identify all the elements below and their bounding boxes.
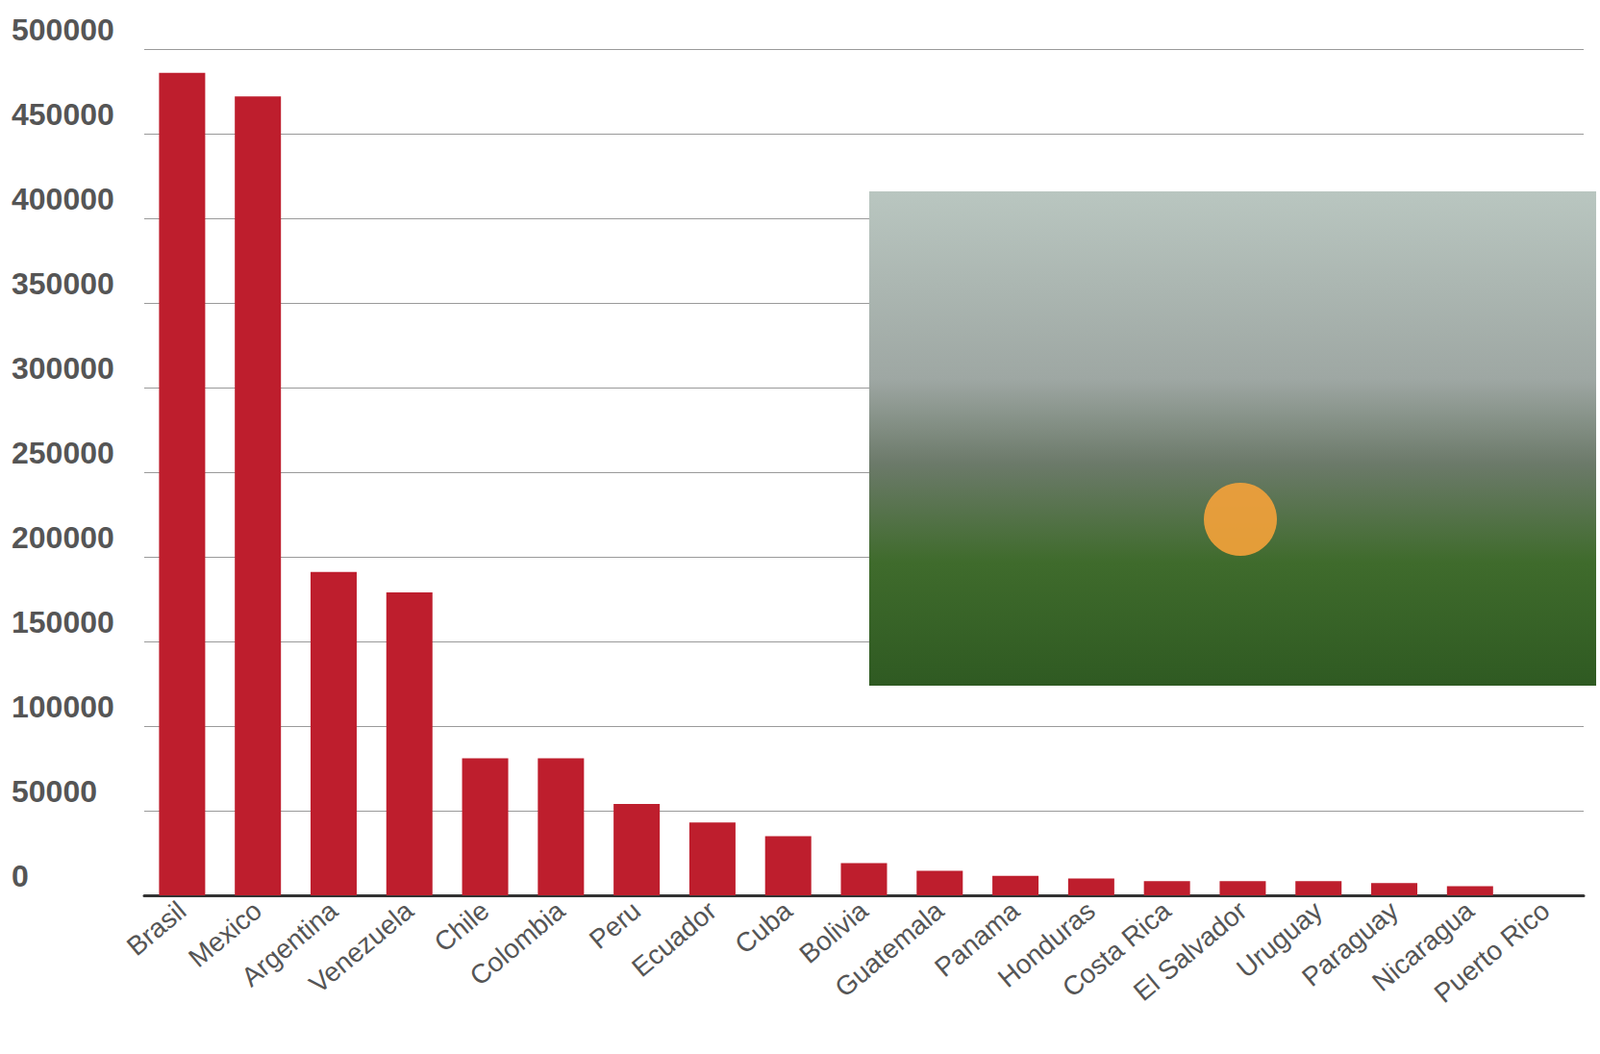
svg-text:Cuba: Cuba: [728, 895, 799, 960]
svg-text:Uruguay: Uruguay: [1230, 895, 1329, 984]
svg-text:Panama: Panama: [929, 895, 1025, 983]
svg-text:Colombia: Colombia: [464, 895, 572, 992]
svg-text:Honduras: Honduras: [992, 895, 1101, 994]
svg-text:500000: 500000: [11, 12, 115, 48]
svg-text:350000: 350000: [11, 266, 115, 301]
svg-text:300000: 300000: [11, 350, 115, 386]
svg-text:Puerto Rico: Puerto Rico: [1428, 895, 1556, 1009]
svg-text:Nicaragua: Nicaragua: [1366, 895, 1480, 998]
svg-text:400000: 400000: [11, 181, 115, 217]
svg-text:250000: 250000: [11, 435, 115, 471]
svg-text:El Salvador: El Salvador: [1127, 895, 1253, 1007]
svg-text:0: 0: [11, 858, 29, 894]
svg-text:Ecuador: Ecuador: [625, 895, 723, 983]
svg-text:Mexico: Mexico: [182, 895, 268, 973]
svg-text:Bolivia: Bolivia: [793, 895, 874, 970]
svg-text:Costa Rica: Costa Rica: [1056, 895, 1177, 1003]
svg-text:450000: 450000: [11, 97, 115, 132]
svg-text:200000: 200000: [11, 520, 115, 555]
svg-text:Argentina: Argentina: [235, 895, 344, 993]
svg-text:Brasil: Brasil: [121, 895, 193, 962]
svg-text:Paraguay: Paraguay: [1296, 895, 1404, 993]
svg-text:150000: 150000: [11, 604, 115, 640]
svg-text:Peru: Peru: [583, 895, 647, 955]
svg-text:Guatemala: Guatemala: [828, 895, 950, 1003]
svg-text:Venezuela: Venezuela: [303, 895, 420, 1000]
svg-text:50000: 50000: [11, 774, 98, 809]
svg-text:100000: 100000: [11, 689, 115, 725]
svg-text:Chile: Chile: [428, 895, 496, 958]
